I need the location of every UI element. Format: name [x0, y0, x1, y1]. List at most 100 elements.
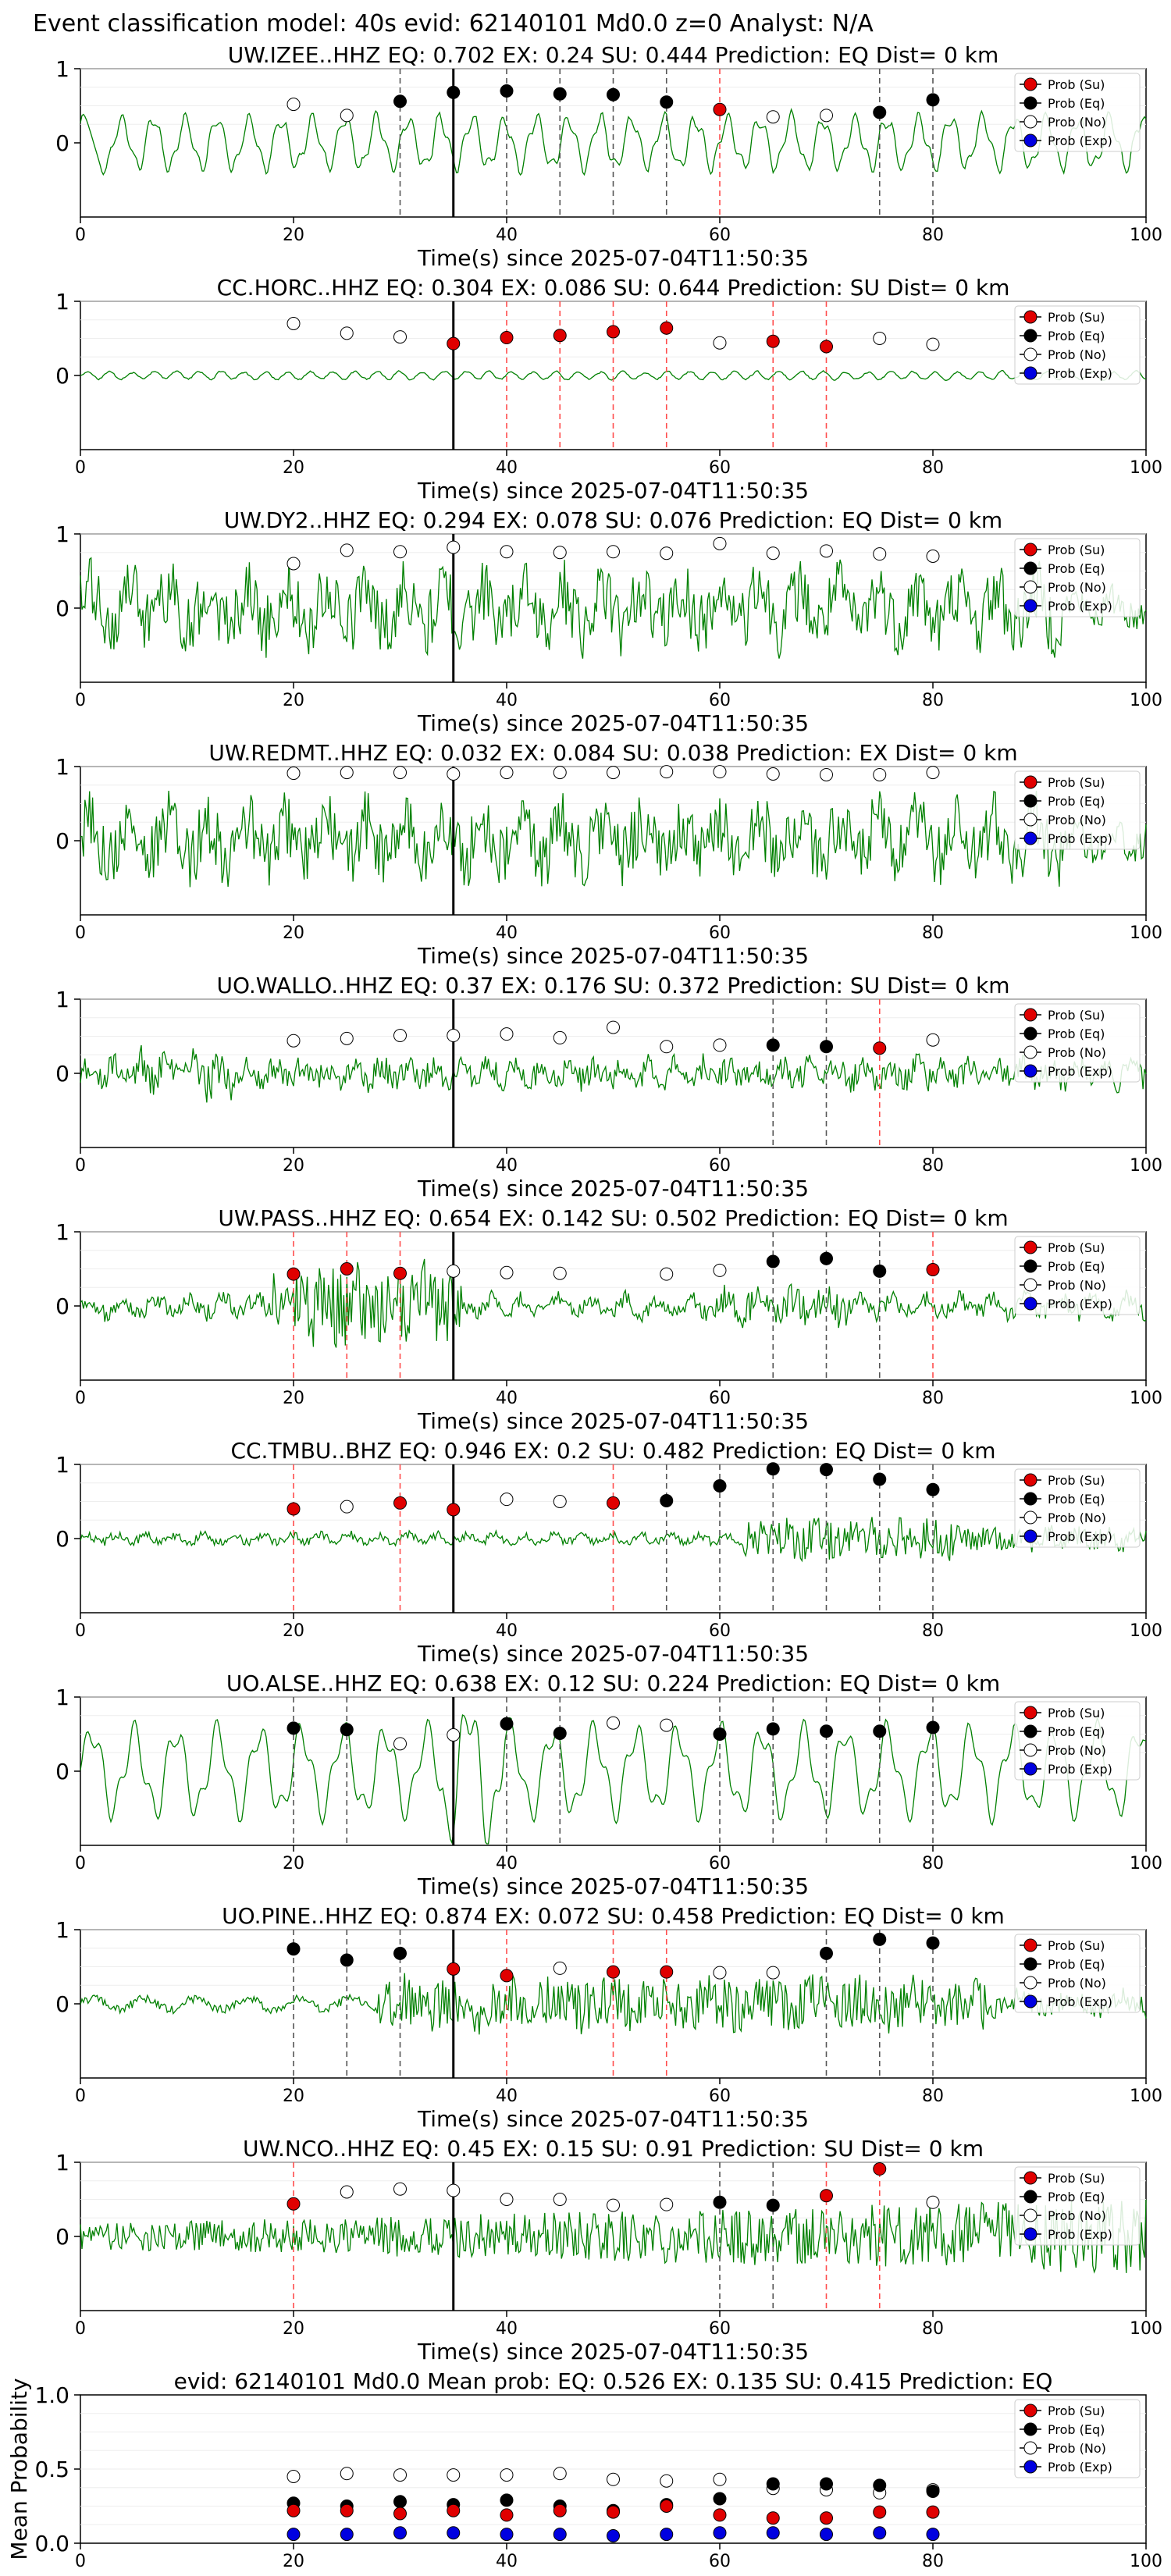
y-tick-label: 1 [55, 987, 69, 1012]
probability-point [873, 1932, 887, 1946]
x-tick-label: 40 [496, 1854, 518, 1873]
legend-box [1014, 1701, 1141, 1781]
x-tick-label: 100 [1130, 691, 1162, 710]
legend-label: Prob (No) [1048, 1510, 1106, 1525]
legend-marker [1023, 1473, 1038, 1487]
y-tick-label: 0 [55, 2224, 69, 2250]
mean-probability-point [713, 2472, 727, 2486]
x-tick-label: 60 [709, 458, 731, 478]
probability-point [926, 337, 940, 351]
mean-probability-panel: Prob (Su) Prob (Eq) Prob (No) Prob (Exp) evi… [6, 2368, 1162, 2571]
legend-box [1014, 770, 1141, 850]
x-tick-label: 100 [1130, 1389, 1162, 1408]
probability-point [766, 334, 780, 348]
legend-label: Prob (Exp) [1048, 366, 1112, 381]
probability-point [287, 557, 301, 571]
probability-point [713, 1263, 727, 1277]
probability-point [500, 1969, 514, 1983]
x-tick-label: 80 [922, 2319, 944, 2339]
waveform-trace [80, 1044, 1147, 1103]
x-axis-label: Time(s) since 2025-07-04T11:50:35 [417, 1408, 809, 1434]
legend-marker [1023, 1026, 1038, 1041]
probability-point [393, 1737, 407, 1751]
legend-marker [1023, 1008, 1038, 1022]
probability-point [873, 1724, 887, 1738]
panel-title: evid: 62140101 Md0.0 Mean prob: EQ: 0.52… [174, 2368, 1053, 2394]
legend-marker [1023, 561, 1038, 575]
mean-probability-point [553, 2528, 567, 2542]
mean-probability-point [607, 2472, 620, 2486]
station-panel: Prob (Su) Prob (Eq) Prob (No) Prob (Exp) CC.… [55, 275, 1162, 503]
x-tick-label: 100 [1130, 2319, 1162, 2339]
legend-label: Prob (No) [1048, 115, 1106, 130]
legend-label: Prob (Su) [1048, 775, 1105, 790]
probability-point [607, 545, 620, 559]
mean-probability-point [500, 2528, 514, 2542]
probability-point [553, 2193, 567, 2206]
probability-point [447, 2183, 461, 2197]
legend-marker [1023, 310, 1038, 324]
x-axis-label: Time(s) since 2025-07-04T11:50:35 [417, 1873, 809, 1899]
x-tick-label: 80 [922, 1389, 944, 1408]
y-tick-label: 1 [55, 521, 69, 547]
y-tick-label: 0 [55, 1991, 69, 2017]
legend-box [1014, 73, 1141, 152]
legend-marker [1023, 77, 1038, 91]
probability-point [607, 766, 620, 780]
probability-point [607, 1020, 620, 1034]
probability-point [607, 1716, 620, 1730]
x-tick-label: 100 [1130, 923, 1162, 943]
probability-point [553, 1727, 567, 1741]
legend-marker [1023, 599, 1038, 613]
probability-point [607, 1965, 620, 1979]
mean-probability-point [393, 2507, 407, 2521]
probability-point [766, 110, 780, 124]
probability-point [926, 1720, 940, 1735]
legend-label: Prob (Eq) [1048, 1957, 1105, 1972]
mean-probability-point [393, 2526, 407, 2540]
probability-point [820, 544, 833, 558]
probability-point [447, 1962, 461, 1976]
mean-probability-point [340, 2528, 354, 2542]
probability-point [820, 340, 833, 354]
x-tick-label: 100 [1130, 1854, 1162, 1873]
x-tick-label: 40 [496, 2319, 518, 2339]
probability-point [287, 1267, 301, 1281]
legend-label: Prob (Eq) [1048, 2422, 1105, 2437]
station-panel: Prob (Su) Prob (Eq) Prob (No) Prob (Exp) UW.… [55, 42, 1162, 271]
probability-point [393, 1946, 407, 1960]
probability-point [500, 1265, 514, 1279]
probability-point [926, 1262, 940, 1276]
probability-point [873, 105, 887, 119]
probability-point [607, 325, 620, 339]
probability-point [713, 2195, 727, 2209]
y-tick-label: 0 [55, 1293, 69, 1319]
x-tick-label: 100 [1130, 226, 1162, 245]
x-tick-label: 20 [283, 923, 304, 943]
probability-point [553, 546, 567, 560]
x-tick-label: 80 [922, 2087, 944, 2106]
legend-label: Prob (Su) [1048, 543, 1105, 557]
legend-marker [1023, 580, 1038, 594]
probability-point [447, 540, 461, 554]
legend-marker [1023, 831, 1038, 845]
probability-point [393, 1266, 407, 1280]
probability-point [287, 317, 301, 330]
probability-point [447, 1727, 461, 1742]
x-tick-label: 80 [922, 1621, 944, 1641]
mean-probability-point [713, 2508, 727, 2522]
probability-point [553, 1030, 567, 1044]
mean-probability-point [287, 2503, 301, 2517]
probability-point [553, 1495, 567, 1508]
probability-point [873, 547, 887, 561]
x-tick-label: 80 [922, 458, 944, 478]
probability-point [393, 1029, 407, 1043]
legend-label: Prob (Exp) [1048, 1994, 1112, 2009]
probability-point [660, 765, 674, 779]
legend-marker [1023, 347, 1038, 361]
x-tick-label: 0 [75, 1156, 86, 1176]
probability-point [340, 326, 354, 340]
probability-point [340, 1953, 354, 1967]
legend-marker [1023, 813, 1038, 827]
mean-probability-point [500, 2493, 514, 2507]
